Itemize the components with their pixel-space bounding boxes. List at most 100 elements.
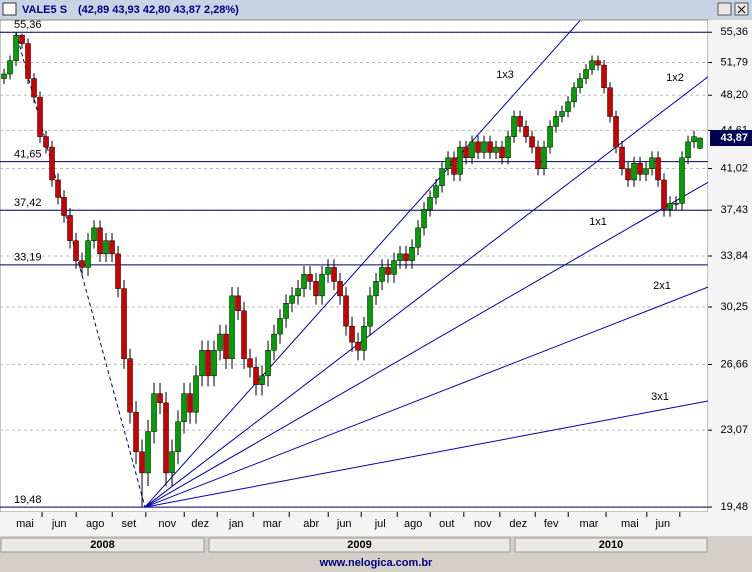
fan-line (144, 400, 708, 508)
candle-body (385, 267, 391, 275)
candle-body (331, 267, 337, 282)
candle-body (583, 69, 589, 79)
candle-body (199, 350, 205, 377)
candle-body (265, 350, 271, 377)
restore-button[interactable] (717, 2, 732, 16)
plot-area (0, 19, 709, 513)
candle-body (643, 168, 649, 175)
quote: (42,89 43,93 42,80 43,87 2,28%) (78, 4, 239, 16)
time-axis (0, 512, 752, 536)
candle-body (589, 60, 595, 70)
candle-body (691, 136, 697, 143)
y-tick-label: 33,84 (720, 250, 748, 262)
candle-body (253, 366, 259, 385)
fan-line (144, 286, 708, 508)
candle-body (31, 78, 37, 98)
level-label: 41,65 (14, 149, 42, 161)
candle-body (661, 179, 667, 210)
level-label: 55,36 (14, 19, 42, 31)
window-icon (2, 2, 17, 16)
candle-body (151, 393, 157, 432)
candle-body (193, 375, 199, 413)
plot-layer: 55,3651,7948,2044,6141,0237,4333,8430,25… (0, 19, 752, 553)
candle-body (145, 431, 151, 474)
candle-body (367, 295, 373, 327)
candle-body (181, 393, 187, 423)
price-axis (708, 20, 752, 512)
candle-body (697, 137, 703, 149)
candle-body (649, 157, 655, 170)
fan-label: 1x2 (666, 72, 684, 84)
candle-body (103, 240, 109, 255)
candle-body (397, 253, 403, 261)
footer: www.nelogica.com.br (319, 557, 433, 569)
candle-body (355, 341, 361, 351)
year-cell (208, 537, 511, 553)
fan-label: 3x1 (651, 391, 669, 403)
candle-body (463, 146, 469, 159)
x-tick-label: jul (374, 518, 386, 530)
year-label: 2010 (599, 539, 623, 551)
candle-body (571, 87, 577, 103)
x-tick-label: mai (621, 518, 639, 530)
candle-body (511, 116, 517, 137)
x-tick-label: mar (263, 518, 282, 530)
close-icon (737, 5, 746, 14)
candle-body (373, 281, 379, 297)
candle-body (403, 253, 409, 261)
y-tick-label: 30,25 (720, 301, 748, 313)
candle-body (1, 73, 7, 79)
candle-body (481, 141, 487, 153)
candle-body (619, 146, 625, 170)
plot-content: 55,36 41,65 37,42 33,19 19,48 1x3 1x2 1x1 2x1 3x1 (0, 19, 708, 508)
candle-body (79, 260, 85, 268)
last-price-label: 43,87 (720, 132, 748, 144)
candle-body (271, 333, 277, 351)
candle-body (493, 146, 499, 153)
candle-body (547, 126, 553, 148)
x-tick-label: out (439, 518, 454, 530)
x-tick-label: jan (228, 518, 244, 530)
candle-body (469, 141, 475, 159)
candle-body (43, 136, 49, 148)
candle-body (85, 240, 91, 268)
candle-body (475, 141, 481, 153)
level-label: 37,42 (14, 197, 42, 209)
candle-body (163, 402, 169, 474)
candle-body (415, 227, 421, 248)
title-bar (0, 0, 752, 19)
x-tick-label: dez (191, 518, 209, 530)
x-tick-label: mar (580, 518, 599, 530)
candle-body (451, 157, 457, 175)
candle-body (439, 168, 445, 186)
candle-body (211, 350, 217, 377)
candle-body (109, 240, 115, 255)
candle-body (337, 281, 343, 297)
candle-body (301, 274, 307, 289)
candle-body (433, 185, 439, 198)
candle-body (217, 333, 223, 351)
x-tick-label: dez (509, 518, 527, 530)
candle-body (277, 318, 283, 335)
candle-body (169, 451, 175, 474)
candle-body (535, 146, 541, 170)
candle-body (679, 157, 685, 204)
candle-body (343, 295, 349, 327)
fan-label: 2x1 (653, 280, 671, 292)
candle-body (631, 162, 637, 181)
candle-body (421, 209, 427, 229)
candle-body (637, 162, 643, 175)
candle-body (295, 288, 301, 297)
x-tick-label: jun (654, 518, 670, 530)
candle-body (133, 411, 139, 453)
candle-body (379, 267, 385, 282)
candle-body (283, 302, 289, 319)
x-tick-label: ago (86, 518, 104, 530)
candle-body (13, 34, 19, 61)
candle-body (577, 78, 583, 88)
candle-body (457, 146, 463, 175)
candle-body (61, 197, 67, 216)
x-tick-label: mai (16, 518, 34, 530)
candle-body (565, 101, 571, 112)
